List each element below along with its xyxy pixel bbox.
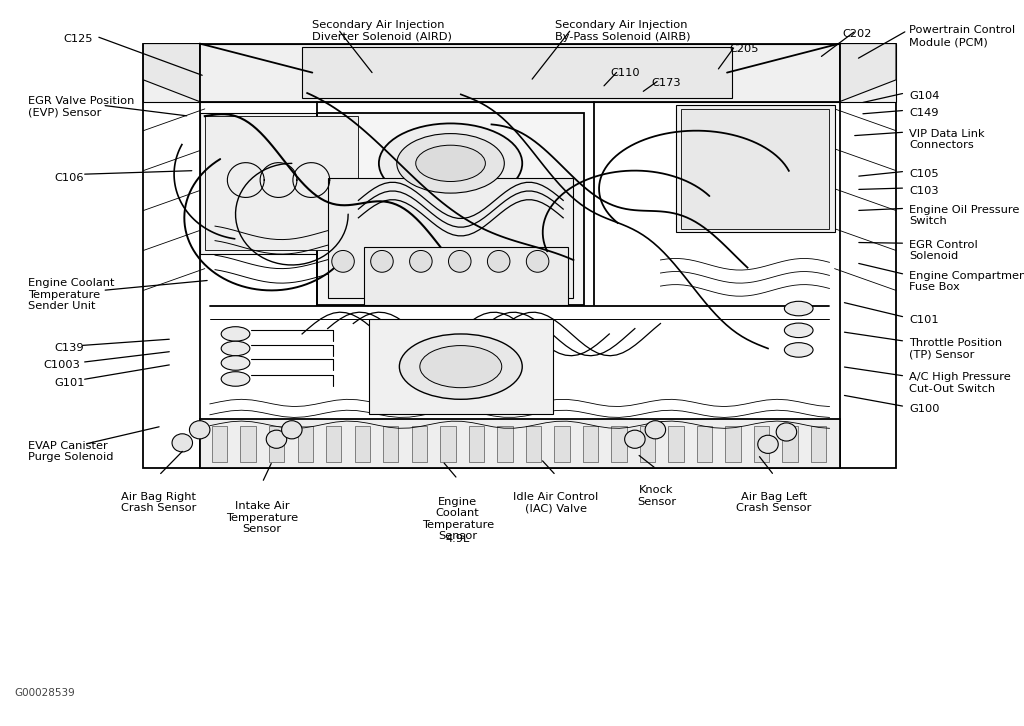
Bar [676, 105, 835, 232]
Text: C103: C103 [909, 186, 939, 196]
Bar [212, 426, 227, 462]
Ellipse shape [266, 430, 287, 448]
Text: Engine
Coolant
Temperature
Sensor: Engine Coolant Temperature Sensor [422, 497, 494, 542]
Text: C101: C101 [909, 315, 939, 325]
Text: Engine Compartment
Fuse Box: Engine Compartment Fuse Box [909, 271, 1024, 293]
Text: G104: G104 [909, 91, 940, 101]
Text: C105: C105 [909, 169, 939, 179]
Bar [298, 426, 313, 462]
Ellipse shape [758, 436, 778, 453]
Text: Secondary Air Injection
By-Pass Solenoid (AIRB): Secondary Air Injection By-Pass Solenoid… [555, 20, 690, 42]
Bar [412, 426, 427, 462]
Ellipse shape [221, 327, 250, 341]
Text: EVAP Canister
Purge Solenoid: EVAP Canister Purge Solenoid [28, 441, 113, 462]
Ellipse shape [449, 250, 471, 272]
Ellipse shape [332, 250, 354, 272]
Ellipse shape [645, 421, 666, 439]
Ellipse shape [776, 423, 797, 441]
Text: Air Bag Left
Crash Sensor: Air Bag Left Crash Sensor [736, 492, 812, 513]
Ellipse shape [379, 123, 522, 203]
Polygon shape [143, 44, 200, 102]
Text: C125: C125 [63, 34, 93, 44]
Bar [498, 426, 513, 462]
Bar [302, 47, 732, 98]
Text: Powertrain Control
Module (PCM): Powertrain Control Module (PCM) [909, 25, 1016, 47]
Bar [811, 426, 826, 462]
Text: G101: G101 [54, 378, 85, 388]
Ellipse shape [399, 334, 522, 399]
Ellipse shape [784, 323, 813, 338]
Text: Engine Coolant
Temperature
Sender Unit: Engine Coolant Temperature Sender Unit [28, 278, 114, 311]
Bar [440, 426, 456, 462]
Ellipse shape [371, 250, 393, 272]
Bar [383, 426, 398, 462]
Text: Knock
Sensor: Knock Sensor [637, 485, 676, 507]
Bar [583, 426, 598, 462]
Text: G100: G100 [909, 404, 940, 415]
Text: Throttle Position
(TP) Sensor: Throttle Position (TP) Sensor [909, 338, 1002, 360]
Text: EGR Control
Solenoid: EGR Control Solenoid [909, 240, 978, 261]
Bar [317, 113, 584, 305]
Bar [754, 426, 769, 462]
Text: Idle Air Control
(IAC) Valve: Idle Air Control (IAC) Valve [513, 492, 599, 513]
Bar [640, 426, 655, 462]
Bar [200, 419, 840, 468]
Bar [241, 426, 256, 462]
Bar [469, 426, 484, 462]
Text: Secondary Air Injection
Diverter Solenoid (AIRD): Secondary Air Injection Diverter Solenoi… [312, 20, 453, 42]
Bar [205, 116, 358, 250]
Text: C149: C149 [909, 108, 939, 118]
Ellipse shape [625, 430, 645, 448]
Ellipse shape [221, 372, 250, 386]
Ellipse shape [221, 356, 250, 370]
Text: VIP Data Link
Connectors: VIP Data Link Connectors [909, 129, 985, 150]
Bar [554, 426, 569, 462]
Bar [326, 426, 341, 462]
Text: G00028539: G00028539 [14, 688, 75, 698]
Text: Intake Air
Temperature
Sensor: Intake Air Temperature Sensor [226, 501, 298, 534]
Bar [200, 113, 364, 254]
Text: Engine Oil Pressure
Switch: Engine Oil Pressure Switch [909, 205, 1020, 227]
Bar [369, 319, 553, 414]
Text: C202: C202 [843, 29, 872, 39]
Bar [525, 426, 541, 462]
Ellipse shape [172, 434, 193, 452]
Text: EGR Valve Position
(EVP) Sensor: EGR Valve Position (EVP) Sensor [28, 96, 134, 118]
Text: Air Bag Right
Crash Sensor: Air Bag Right Crash Sensor [121, 492, 197, 513]
Bar [354, 426, 370, 462]
Bar [697, 426, 713, 462]
Bar [328, 178, 573, 298]
Ellipse shape [420, 346, 502, 388]
Text: A/C High Pressure
Cut-Out Switch: A/C High Pressure Cut-Out Switch [909, 372, 1011, 394]
Ellipse shape [221, 341, 250, 356]
Bar [364, 247, 568, 305]
Ellipse shape [784, 301, 813, 316]
Bar [611, 426, 627, 462]
Bar [143, 44, 896, 102]
Text: C1003: C1003 [43, 360, 80, 370]
Ellipse shape [784, 343, 813, 357]
Text: C173: C173 [651, 78, 681, 88]
Ellipse shape [487, 250, 510, 272]
Text: C106: C106 [54, 173, 84, 183]
Bar [782, 426, 798, 462]
Bar [681, 109, 829, 229]
Ellipse shape [397, 134, 504, 193]
Bar [669, 426, 684, 462]
Text: C205: C205 [729, 44, 759, 54]
Text: 4.9L: 4.9L [445, 534, 470, 544]
Ellipse shape [526, 250, 549, 272]
Ellipse shape [410, 250, 432, 272]
Bar [725, 426, 740, 462]
Text: C110: C110 [610, 68, 640, 78]
Polygon shape [840, 44, 896, 102]
Ellipse shape [416, 145, 485, 182]
Ellipse shape [282, 421, 302, 439]
Bar [269, 426, 285, 462]
Text: C139: C139 [54, 343, 84, 354]
Bar [143, 44, 896, 468]
Ellipse shape [189, 421, 210, 439]
